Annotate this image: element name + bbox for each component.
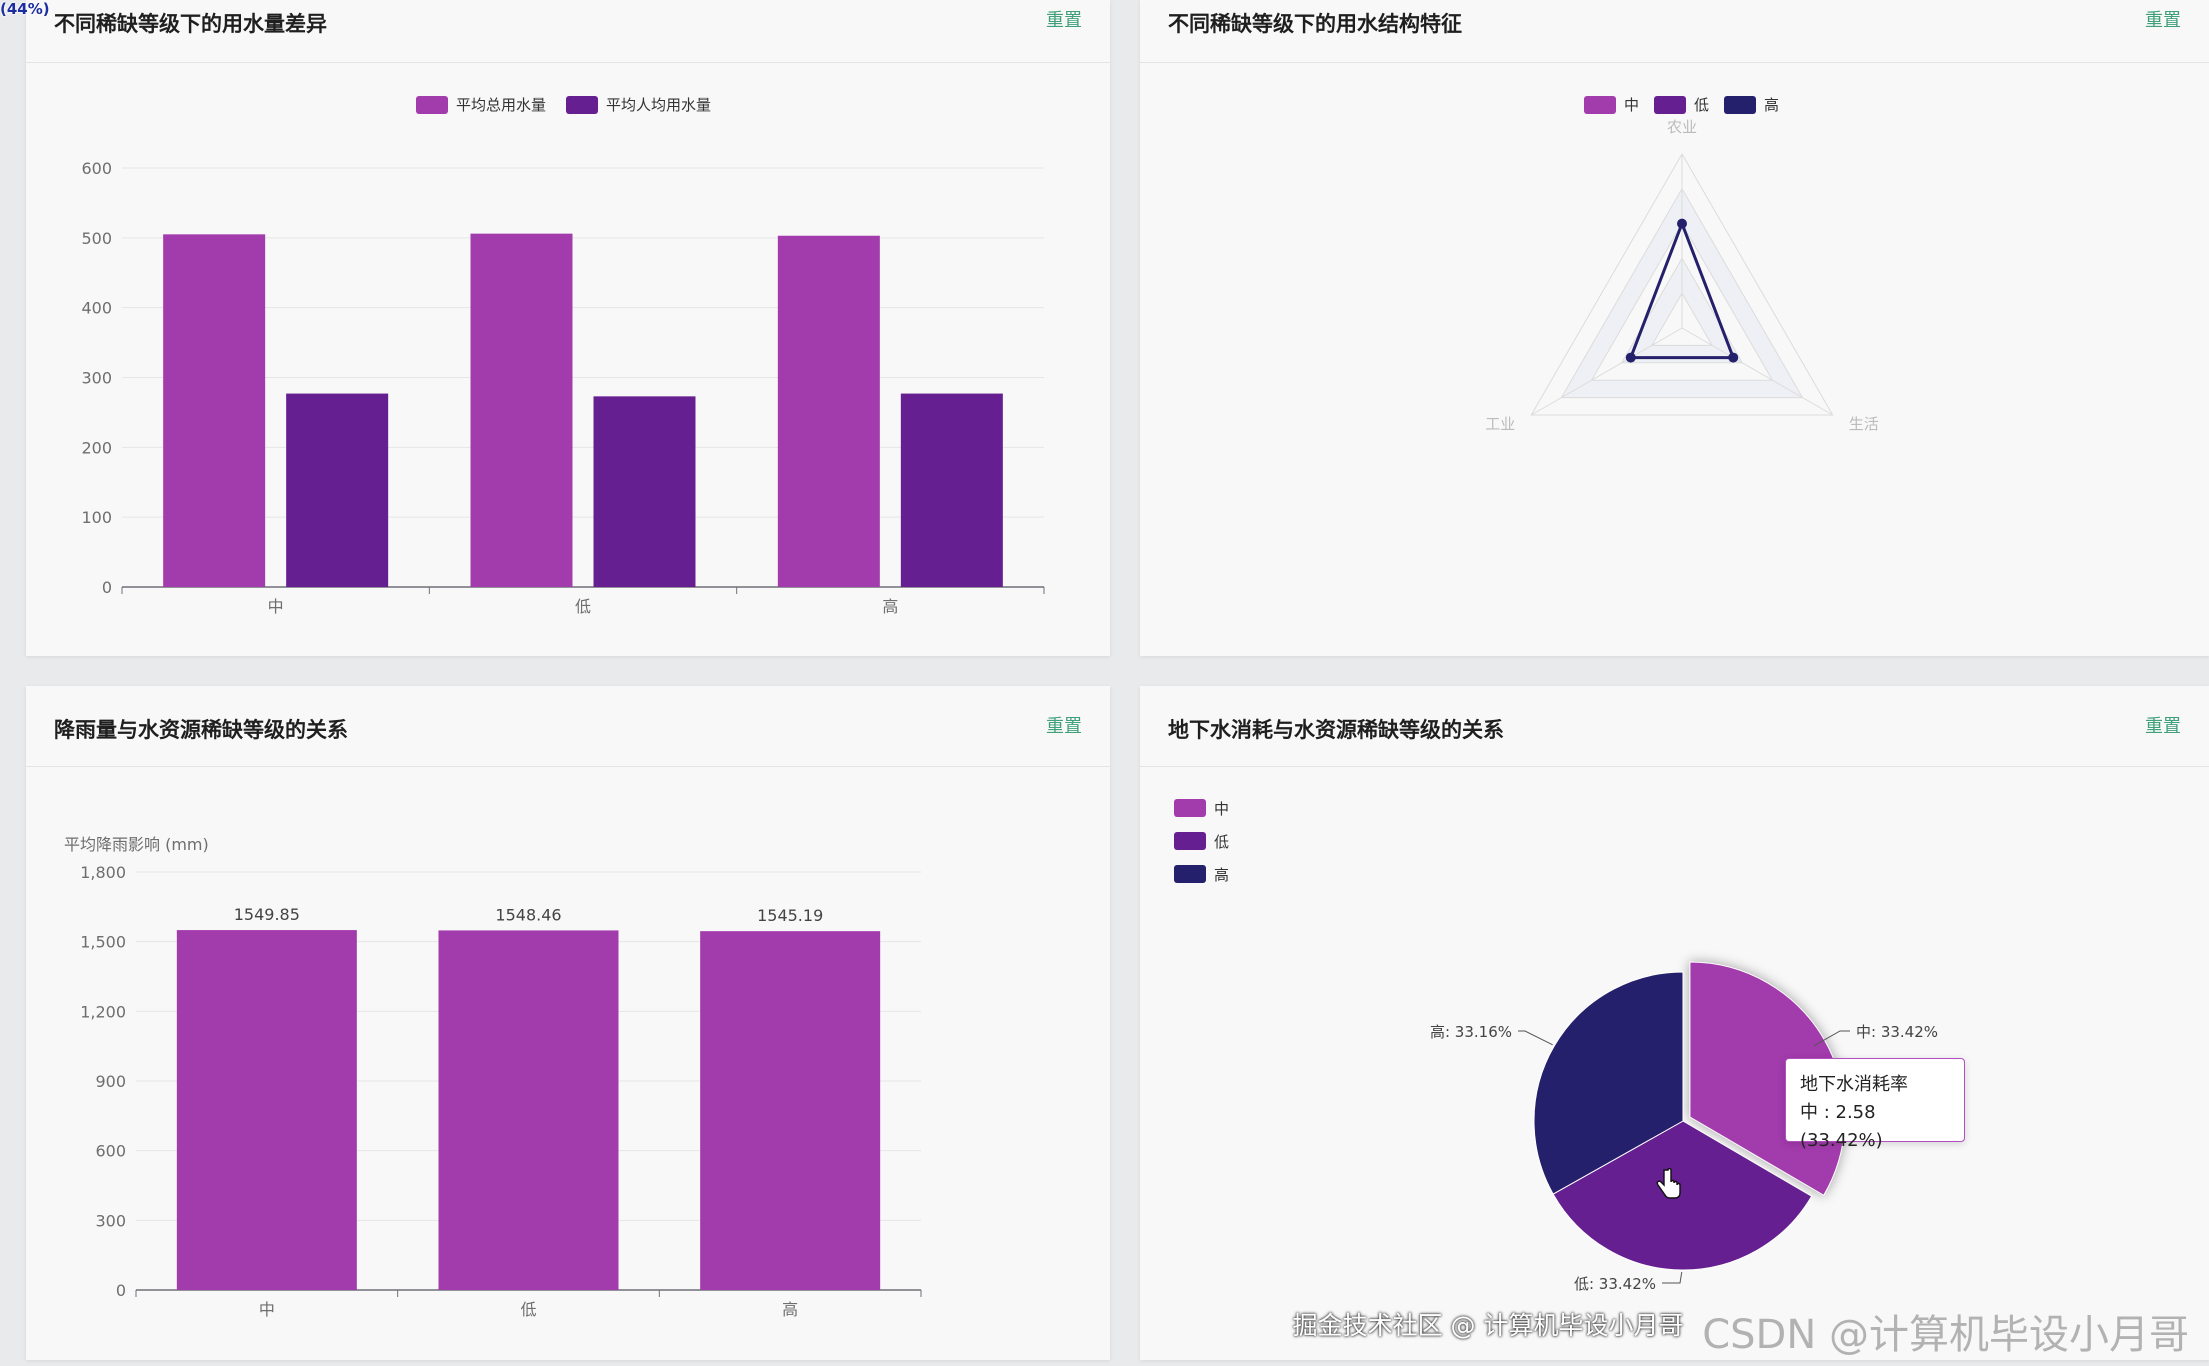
bar-value-label: 1545.19 <box>757 906 823 925</box>
bar-1 <box>438 930 619 1290</box>
legend-swatch <box>416 96 448 114</box>
pie-tooltip: 地下水消耗率 中 : 2.58 (33.42%) <box>1785 1058 1965 1151</box>
x-tick-label: 中 <box>259 1300 275 1319</box>
panel-header: 降雨量与水资源稀缺等级的关系 重置 <box>26 686 1110 767</box>
panel-usage: 不同稀缺等级下的用水量差异 重置 平均总用水量 平均人均用水量 0 100 200 300… <box>26 0 1110 656</box>
x-tick-label: 高 <box>882 597 898 616</box>
y-tick-label: 0 <box>102 578 112 597</box>
zoom-badge: (44%) <box>0 0 50 18</box>
reset-button[interactable]: 重置 <box>2145 10 2181 31</box>
y-tick-label: 300 <box>95 1211 126 1230</box>
y-tick-label: 300 <box>81 369 112 388</box>
radar-indicator-label: 工业 <box>1485 415 1515 433</box>
y-tick-label: 200 <box>81 438 112 457</box>
hand-cursor-icon <box>1656 1168 1681 1199</box>
panel-structure: 不同稀缺等级下的用水结构特征 重置 农业生活 工业 中 低 高 <box>1140 0 2209 656</box>
panel-title: 地下水消耗与水资源稀缺等级的关系 <box>1168 718 1504 742</box>
bar-0 <box>176 930 357 1290</box>
reset-button[interactable]: 重置 <box>1046 716 1082 737</box>
y-tick-label: 600 <box>95 1142 126 1161</box>
legend-swatch <box>1584 96 1616 114</box>
panel-groundwater: 地下水消耗与水资源稀缺等级的关系 重置 中低高中: 33.42% 低: 33.42… <box>1140 686 2209 1360</box>
panel-title: 不同稀缺等级下的用水结构特征 <box>1168 12 1462 36</box>
pie-label-line <box>1813 1030 1850 1047</box>
bar-1-1 <box>593 396 696 587</box>
radar-axis <box>1681 327 1833 416</box>
radar-indicator-label: 农业 <box>1667 118 1697 136</box>
y-tick-label: 0 <box>116 1281 126 1300</box>
tooltip-value: 中 : 2.58 (33.42%) <box>1800 1102 1883 1151</box>
y-axis-label: 平均降雨影响 (mm) <box>64 835 209 854</box>
bar-value-label: 1549.85 <box>234 905 300 924</box>
y-tick-label: 500 <box>81 229 112 248</box>
panel-header: 不同稀缺等级下的用水结构特征 重置 <box>1140 0 2209 63</box>
pie-label-line <box>1662 1271 1683 1284</box>
reset-button[interactable]: 重置 <box>2145 716 2181 737</box>
radar-point <box>1625 352 1636 363</box>
y-tick-label: 900 <box>95 1072 126 1091</box>
watermark-site: 掘金技术社区 @ 计算机毕设小月哥 <box>1292 1311 1684 1340</box>
legend-label: 中 <box>1214 800 1229 818</box>
panel-title: 降雨量与水资源稀缺等级的关系 <box>54 718 348 742</box>
pie-label-line <box>1518 1030 1553 1046</box>
legend-label: 低 <box>1694 96 1709 114</box>
legend-label: 中 <box>1624 96 1639 114</box>
legend-swatch <box>1654 96 1686 114</box>
y-tick-label: 100 <box>81 508 112 527</box>
legend-swatch <box>1174 799 1206 817</box>
legend-label: 平均人均用水量 <box>606 96 711 114</box>
bar-value-label: 1548.46 <box>495 905 561 924</box>
watermark: 掘金技术社区 @ 计算机毕设小月哥 CSDN @计算机毕设小月哥 <box>1293 1302 2189 1360</box>
bar-0-0 <box>163 234 266 587</box>
x-tick-label: 低 <box>520 1300 536 1319</box>
y-tick-label: 400 <box>81 299 112 318</box>
x-tick-label: 高 <box>782 1300 798 1319</box>
bar-1-2 <box>900 393 1003 587</box>
radar-axis <box>1531 327 1683 416</box>
panel-header: 地下水消耗与水资源稀缺等级的关系 重置 <box>1140 686 2209 767</box>
y-tick-label: 1,200 <box>80 1002 126 1021</box>
legend-swatch <box>566 96 598 114</box>
usage-chart: 平均总用水量 平均人均用水量 0 100 200 300 400 500 600 中 低 高 <box>81 96 1045 616</box>
rainfall-chart: 平均降雨影响 (mm) 0 300 600 900 1,200 1,500 1,800 1549… <box>64 835 922 1319</box>
bar-0-1 <box>470 233 573 588</box>
panel-rainfall: 降雨量与水资源稀缺等级的关系 重置 平均降雨影响 (mm) 0 300 600 900 1… <box>26 686 1110 1360</box>
y-tick-label: 600 <box>81 159 112 178</box>
tooltip-title: 地下水消耗率 <box>1800 1074 1908 1095</box>
legend-swatch <box>1724 96 1756 114</box>
x-tick-label: 低 <box>575 597 591 616</box>
legend-swatch <box>1174 832 1206 850</box>
legend-label: 高 <box>1764 96 1779 114</box>
legend-label: 平均总用水量 <box>456 96 546 114</box>
pie-label: 中: 33.42% <box>1856 1023 1938 1041</box>
bar-0-2 <box>777 235 880 587</box>
legend-swatch <box>1174 865 1206 883</box>
pie-label: 低: 33.42% <box>1574 1275 1656 1293</box>
legend-label: 高 <box>1214 866 1229 884</box>
reset-button[interactable]: 重置 <box>1046 10 1082 31</box>
radar-indicator-label: 生活 <box>1849 415 1879 433</box>
panel-header: 不同稀缺等级下的用水量差异 重置 <box>26 0 1110 63</box>
y-tick-label: 1,800 <box>80 863 126 882</box>
bar-2 <box>700 931 881 1290</box>
legend-label: 低 <box>1214 833 1229 851</box>
bar-1-0 <box>286 393 389 587</box>
panel-title: 不同稀缺等级下的用水量差异 <box>54 12 327 36</box>
radar-series-line <box>1629 222 1735 360</box>
y-tick-label: 1,500 <box>80 933 126 952</box>
radar-point <box>1728 352 1739 363</box>
radar-point <box>1677 218 1687 229</box>
pie-label: 高: 33.16% <box>1430 1023 1512 1041</box>
watermark-brand: CSDN @计算机毕设小月哥 <box>1702 1312 2189 1358</box>
pie-slice-高 <box>1533 971 1684 1195</box>
x-tick-label: 中 <box>268 597 284 616</box>
